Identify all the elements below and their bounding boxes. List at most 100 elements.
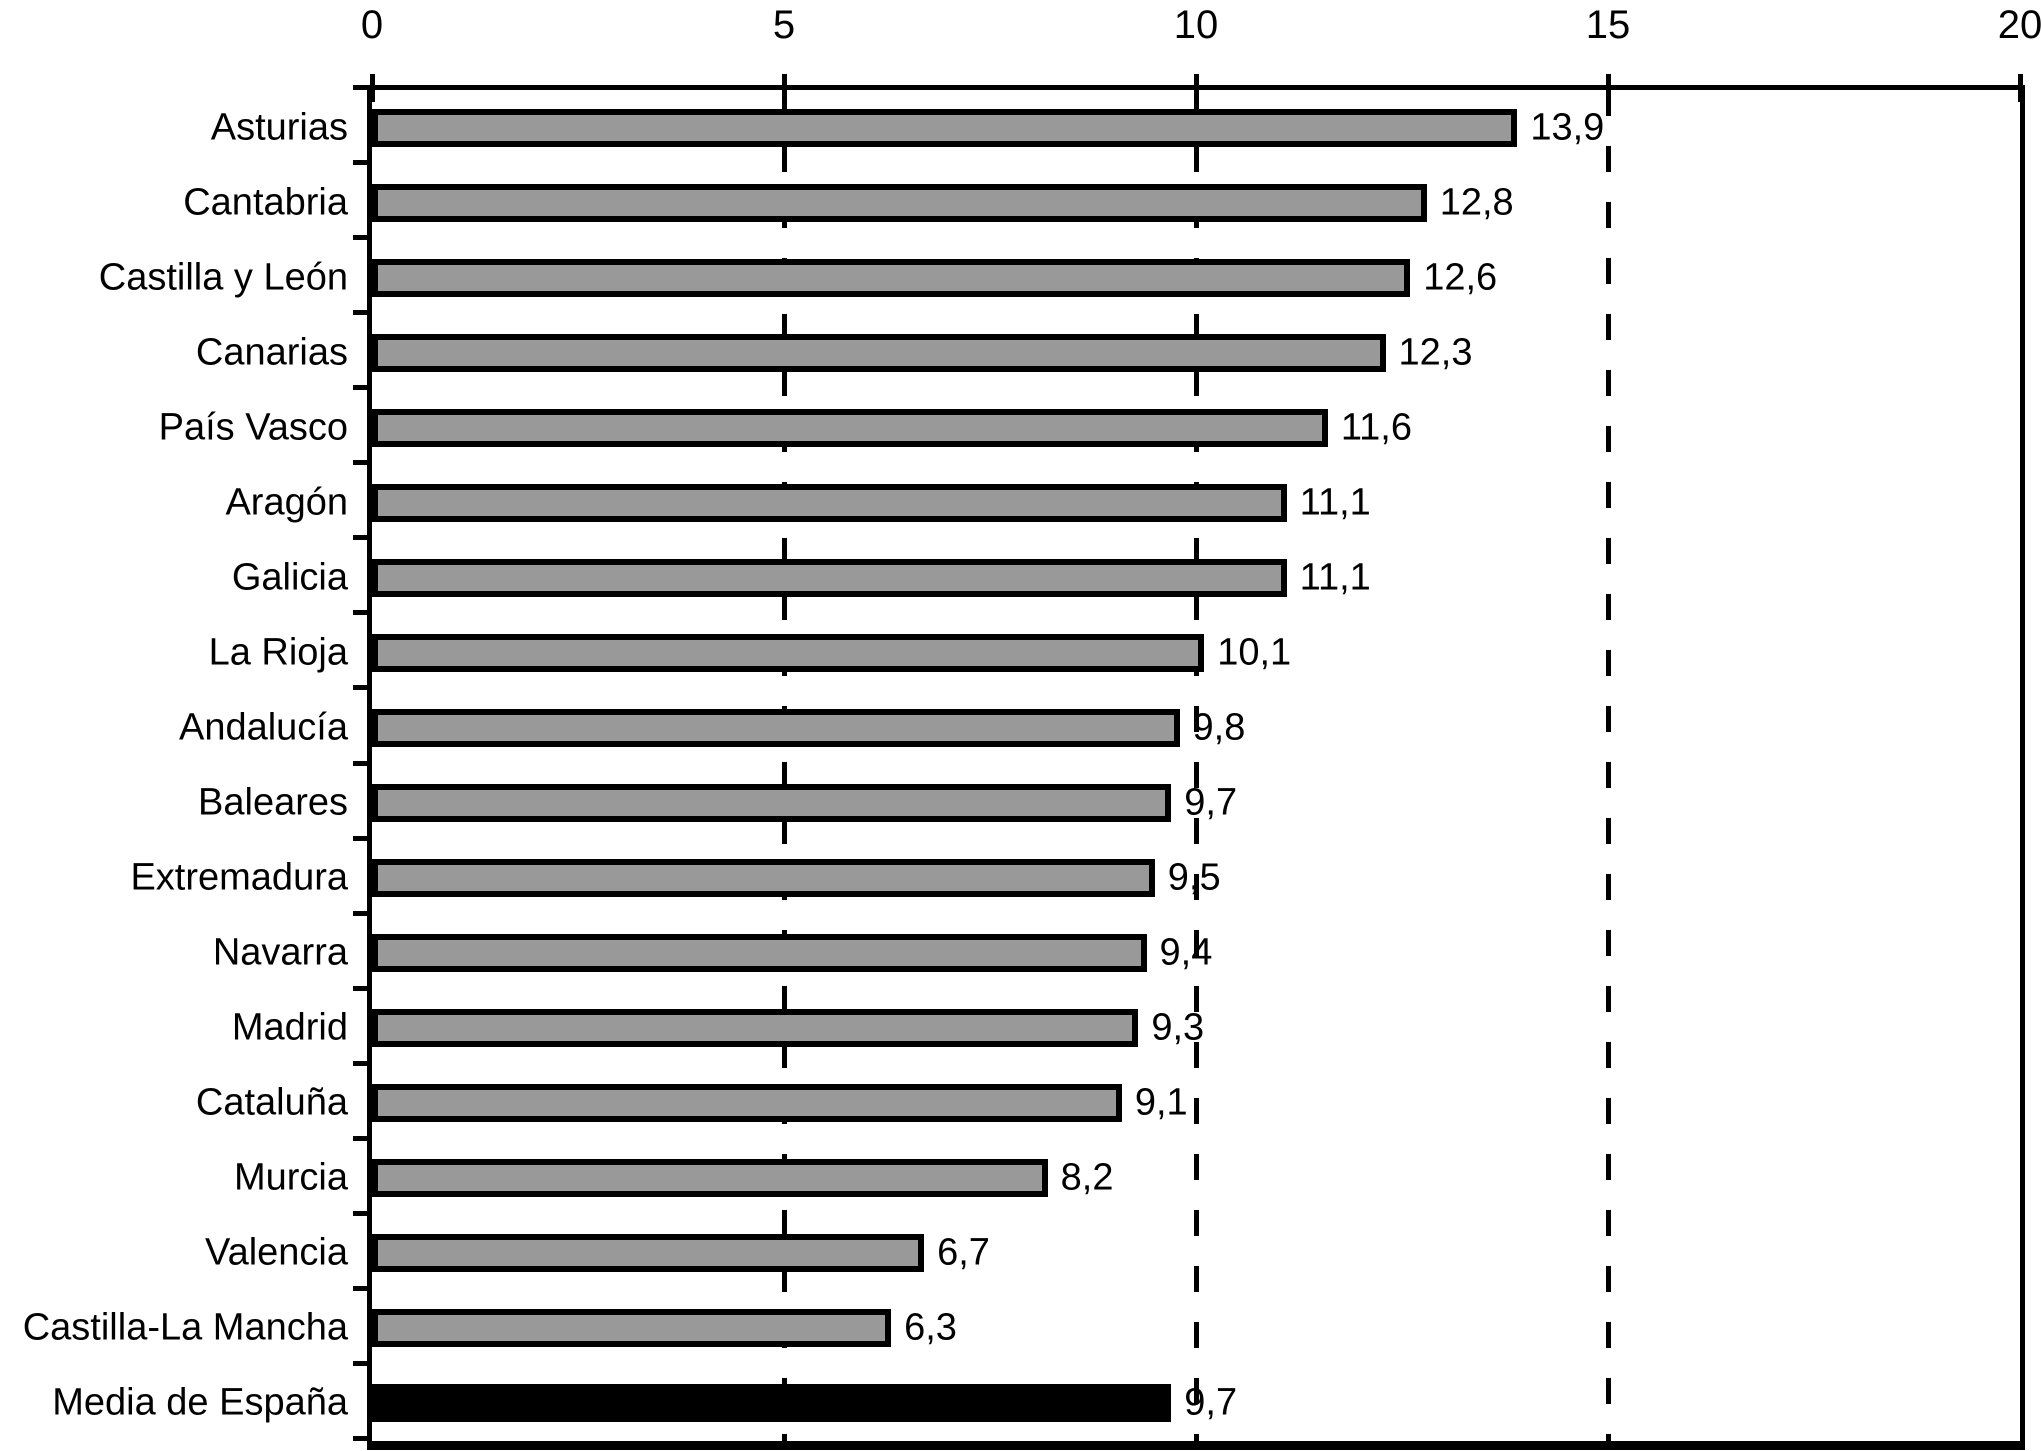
bar-row: Aragón 11,1 <box>0 465 2042 540</box>
y-axis-tick-mark <box>353 685 367 691</box>
x-axis-tick-mark <box>369 74 375 102</box>
bar <box>372 708 1180 747</box>
bar <box>372 633 1205 672</box>
category-label: Asturias <box>210 106 348 149</box>
bar <box>372 1084 1122 1123</box>
category-label: Galicia <box>231 556 348 599</box>
category-label: Navarra <box>212 931 348 974</box>
y-axis-tick-mark <box>353 910 367 916</box>
bar <box>372 258 1411 297</box>
value-label: 9,3 <box>1151 1006 1205 1049</box>
value-label: 9,5 <box>1167 856 1221 899</box>
x-axis-tick-label: 5 <box>772 3 796 47</box>
bar-row: Navarra 9,4 <box>0 916 2042 991</box>
category-label: Media de España <box>52 1381 348 1424</box>
category-label: Baleares <box>198 781 348 824</box>
gridline <box>781 90 787 1441</box>
y-axis-tick-mark <box>353 385 367 391</box>
category-label: Castilla-La Mancha <box>22 1306 348 1349</box>
value-label: 9,8 <box>1192 706 1246 749</box>
bar <box>372 934 1147 973</box>
value-label: 13,9 <box>1530 106 1605 149</box>
y-axis-tick-mark <box>353 85 367 90</box>
bar <box>372 1159 1048 1198</box>
bar-row: Castilla y León 12,6 <box>0 240 2042 315</box>
value-label: 9,4 <box>1159 931 1213 974</box>
y-axis-tick-mark <box>353 1285 367 1291</box>
x-axis-tick-label: 10 <box>1173 3 1219 47</box>
x-axis-tick-mark <box>1193 74 1199 102</box>
bar-row: Castilla-La Mancha 6,3 <box>0 1291 2042 1366</box>
bar-row: Valencia 6,7 <box>0 1216 2042 1291</box>
bar-row: Canarias 12,3 <box>0 315 2042 390</box>
x-axis-tick-label: 15 <box>1585 3 1631 47</box>
value-label: 10,1 <box>1217 631 1292 674</box>
category-label: Cataluña <box>195 1081 348 1124</box>
bar <box>372 183 1427 222</box>
bar-row: Galicia 11,1 <box>0 540 2042 615</box>
bar <box>372 1009 1139 1048</box>
value-label: 8,2 <box>1060 1156 1114 1199</box>
bar-row: Madrid 9,3 <box>0 991 2042 1066</box>
bar-row: Extremadura 9,5 <box>0 841 2042 916</box>
y-axis-tick-mark <box>353 235 367 241</box>
value-label: 12,8 <box>1439 181 1514 224</box>
y-axis-tick-mark <box>353 760 367 766</box>
y-axis-tick-mark <box>353 160 367 166</box>
value-label: 6,3 <box>904 1306 957 1349</box>
bar-row: País Vasco 11,6 <box>0 390 2042 465</box>
x-axis-tick-mark <box>1605 74 1611 102</box>
y-axis-tick-mark <box>353 1060 367 1066</box>
y-axis-tick-mark <box>353 1135 367 1141</box>
value-label: 11,6 <box>1340 406 1412 449</box>
bar-row: Murcia 8,2 <box>0 1141 2042 1216</box>
bar-row: Andalucía 9,8 <box>0 690 2042 765</box>
bar <box>372 1234 925 1273</box>
category-label: Cantabria <box>183 181 348 224</box>
x-axis-tick-label: 0 <box>360 3 384 47</box>
y-axis-tick-mark <box>353 610 367 616</box>
category-label: Madrid <box>231 1006 348 1049</box>
category-label: Castilla y León <box>98 256 348 299</box>
x-axis-tick-mark <box>781 74 787 102</box>
bar <box>372 784 1172 823</box>
x-axis-tick-label: 20 <box>1997 3 2042 47</box>
category-label: Aragón <box>225 481 348 524</box>
bar <box>372 859 1155 898</box>
bar <box>372 408 1328 447</box>
value-label: 11,1 <box>1299 556 1371 599</box>
y-axis-tick-mark <box>353 1436 367 1441</box>
bar-highlight <box>372 1384 1172 1423</box>
value-label: 9,7 <box>1184 781 1238 824</box>
category-label: La Rioja <box>208 631 348 674</box>
y-axis-tick-mark <box>353 985 367 991</box>
gridline <box>1605 90 1611 1441</box>
y-axis-tick-mark <box>353 1360 367 1366</box>
value-label: 11,1 <box>1299 481 1371 524</box>
bar-row: Cantabria 12,8 <box>0 165 2042 240</box>
y-axis-tick-mark <box>353 835 367 841</box>
category-label: Murcia <box>233 1156 348 1199</box>
bar <box>372 108 1518 147</box>
bar-row: Media de España 9,7 <box>0 1366 2042 1441</box>
value-label: 12,3 <box>1398 331 1473 374</box>
category-label: Andalucía <box>178 706 348 749</box>
value-label: 9,7 <box>1184 1381 1238 1424</box>
category-label: Extremadura <box>130 856 348 899</box>
y-axis-tick-mark <box>353 460 367 466</box>
bar <box>372 1309 892 1348</box>
value-label: 12,6 <box>1423 256 1498 299</box>
bar <box>372 483 1287 522</box>
bar-row: Asturias 13,9 <box>0 90 2042 165</box>
bar-row: Baleares 9,7 <box>0 766 2042 841</box>
x-axis-tick-mark <box>2017 74 2023 102</box>
category-label: Valencia <box>205 1231 348 1274</box>
bar <box>372 558 1287 597</box>
gridline <box>1193 90 1199 1441</box>
category-label: País Vasco <box>158 406 348 449</box>
value-label: 9,1 <box>1134 1081 1188 1124</box>
y-axis-tick-mark <box>353 535 367 541</box>
value-label: 6,7 <box>937 1231 990 1274</box>
y-axis-tick-mark <box>353 1210 367 1216</box>
